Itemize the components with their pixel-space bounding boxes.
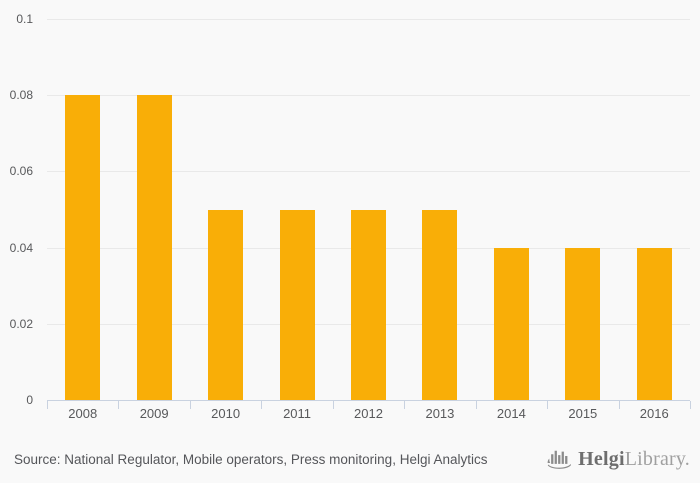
y-axis-label: 0.02 [9, 316, 33, 331]
x-axis-tick [475, 401, 477, 409]
y-axis-label: 0.06 [9, 164, 33, 179]
bar-2011 [279, 209, 315, 400]
y-axis-label: 0.08 [9, 88, 33, 103]
bar-2014 [493, 247, 529, 400]
helgi-library-logo[interactable]: HelgiLibrary. [545, 447, 690, 472]
x-axis-label: 2009 [139, 406, 169, 421]
x-axis-label: 2016 [639, 406, 669, 421]
bar-chart-plot-area: 0.1 0.08 0.06 0.04 0.02 0 2008 2009 2010 2011 2012… [9, 12, 691, 421]
x-axis-tick [47, 401, 48, 409]
x-axis-label: 2011 [283, 406, 312, 421]
x-axis-tick [332, 401, 334, 409]
logo-text-primary: Helgi [578, 448, 625, 470]
y-axis-label: 0.1 [16, 12, 33, 26]
logo-text: HelgiLibrary. [578, 448, 690, 471]
gridline [47, 95, 690, 97]
gridline [47, 171, 690, 173]
bar-2012 [351, 209, 386, 400]
bar-2008 [65, 95, 101, 400]
x-axis-tick [618, 401, 620, 409]
bar-2010 [208, 209, 244, 400]
x-axis-tick [547, 401, 549, 409]
x-axis-tick [261, 401, 263, 409]
x-axis-label: 2015 [568, 406, 598, 421]
x-axis-tick [404, 401, 406, 409]
x-axis-label: 2010 [211, 406, 241, 421]
source-text: Source: National Regulator, Mobile opera… [14, 452, 488, 467]
bar-2009 [136, 95, 172, 400]
bar-2013 [422, 209, 458, 400]
bar-2015 [565, 247, 601, 400]
x-axis-label: 2013 [425, 406, 455, 421]
logo-text-secondary: Library. [624, 448, 690, 470]
x-axis-tick [118, 401, 120, 409]
x-axis-tick [189, 401, 191, 409]
gridline [47, 19, 690, 20]
x-axis-label: 2014 [496, 406, 526, 421]
y-axis-label: 0 [26, 393, 33, 407]
helgi-ship-bars-icon [545, 447, 573, 472]
x-axis-label: 2012 [354, 406, 383, 421]
bar-2016 [636, 247, 672, 400]
y-axis-label: 0.04 [9, 240, 33, 255]
x-axis-tick [690, 401, 691, 409]
chart-footer: Source: National Regulator, Mobile opera… [0, 436, 700, 483]
x-axis-line [47, 400, 690, 401]
x-axis-label: 2008 [68, 406, 98, 421]
